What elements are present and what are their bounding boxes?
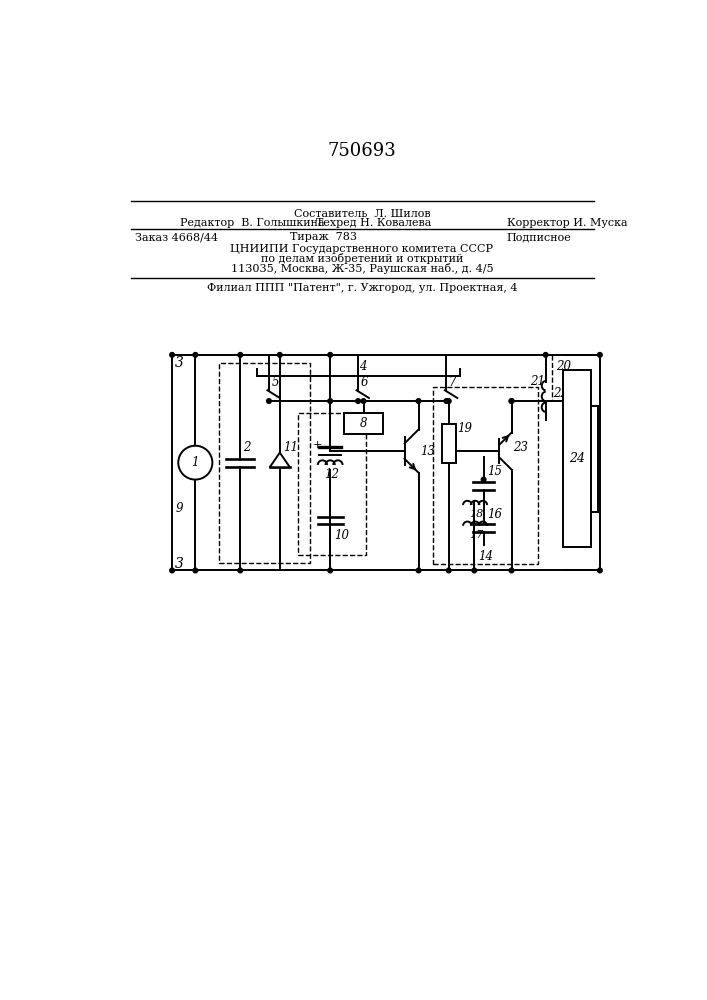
Text: Составитель  Л. Шилов: Составитель Л. Шилов [293,209,431,219]
Text: 5: 5 [271,376,279,389]
Circle shape [170,568,175,573]
Text: 24: 24 [568,452,585,465]
Circle shape [446,399,451,403]
Text: Заказ 4668/44: Заказ 4668/44 [135,232,218,242]
Circle shape [416,399,421,403]
Text: 16: 16 [488,508,503,521]
Text: 14: 14 [478,550,493,563]
Circle shape [444,399,449,403]
Text: 23: 23 [513,441,528,454]
Circle shape [543,353,548,357]
Circle shape [328,568,332,573]
Text: 6: 6 [361,376,368,389]
Bar [442,424,456,463]
Text: 8: 8 [360,417,367,430]
Text: 15: 15 [488,465,503,478]
Text: 113035, Москва, Ж-35, Раушская наб., д. 4/5: 113035, Москва, Ж-35, Раушская наб., д. … [230,263,493,274]
Text: 750693: 750693 [327,142,397,160]
Text: по делам изобретений и открытий: по делам изобретений и открытий [261,253,463,264]
Text: 3: 3 [175,356,184,370]
Text: 19: 19 [457,422,472,434]
Circle shape [238,353,243,357]
Polygon shape [270,453,290,467]
Circle shape [178,446,212,480]
Text: +: + [313,440,322,450]
Text: 1: 1 [192,456,199,469]
Bar [298,413,366,555]
Text: 7: 7 [449,376,456,389]
Text: 12: 12 [325,468,339,481]
Text: 20: 20 [556,360,571,373]
Circle shape [509,568,514,573]
Text: Тираж  783: Тираж 783 [290,232,357,242]
Circle shape [328,353,332,357]
Text: ЦНИИПИ Государственного комитета СССР: ЦНИИПИ Государственного комитета СССР [230,244,493,254]
Bar [218,363,310,563]
Circle shape [509,399,514,403]
Circle shape [193,568,198,573]
Text: 9: 9 [176,502,183,515]
Circle shape [356,399,361,403]
Circle shape [509,399,514,403]
Circle shape [170,353,175,357]
Bar [563,370,590,547]
Text: Редактор  В. Голышкина: Редактор В. Голышкина [180,218,325,228]
Circle shape [481,477,486,482]
Circle shape [416,568,421,573]
Text: 11: 11 [283,441,298,454]
Text: Техред Н. Ковалева: Техред Н. Ковалева [316,218,431,228]
Circle shape [193,353,198,357]
Circle shape [597,568,602,573]
Circle shape [472,568,477,573]
Text: 10: 10 [334,529,349,542]
Bar [433,387,538,564]
Circle shape [597,353,602,357]
Circle shape [328,399,332,403]
Text: 4: 4 [359,360,366,373]
Text: Подписное: Подписное [507,232,572,242]
Circle shape [238,568,243,573]
Circle shape [267,399,271,403]
Circle shape [361,399,366,403]
Text: 17: 17 [469,530,483,540]
Text: 21: 21 [530,375,545,388]
Circle shape [277,353,282,357]
Circle shape [446,568,451,573]
Text: 18: 18 [469,509,483,519]
Text: 22: 22 [554,387,568,400]
Text: 2: 2 [243,441,251,454]
Text: Филиал ППП "Патент", г. Ужгород, ул. Проектная, 4: Филиал ППП "Патент", г. Ужгород, ул. Про… [206,283,518,293]
Text: 3: 3 [175,557,184,571]
Text: Корректор И. Муска: Корректор И. Муска [507,218,628,228]
Text: 13: 13 [420,445,435,458]
Bar [344,413,383,434]
